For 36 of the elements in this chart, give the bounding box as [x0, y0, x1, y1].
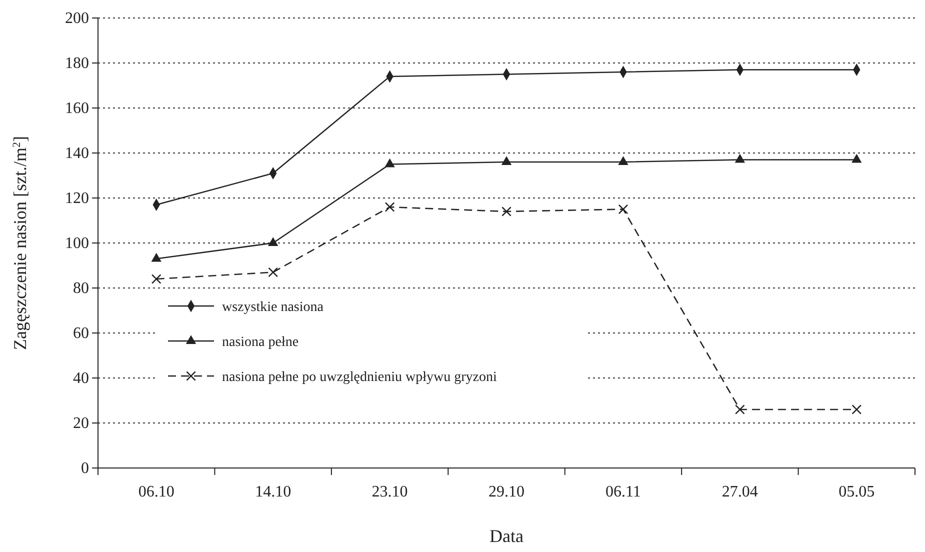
y-tick-label: 0 — [81, 460, 89, 478]
point — [852, 154, 862, 163]
x-tick-label: 05.05 — [838, 484, 875, 501]
point — [502, 206, 512, 216]
point — [618, 156, 628, 165]
x-tick-label: 06.11 — [606, 484, 641, 501]
point — [268, 237, 278, 246]
point — [384, 158, 395, 168]
point — [618, 204, 628, 214]
legend-label: nasiona pełne po uwzględnieniu wpływu gryzoni — [222, 370, 497, 385]
point — [151, 274, 162, 284]
point — [852, 404, 862, 414]
y-tick-label: 180 — [65, 55, 89, 72]
y-tick-label: 160 — [65, 100, 89, 118]
y-tick-label: 80 — [73, 280, 89, 298]
legend-label: nasiona pełne — [222, 334, 299, 350]
y-tick-label: 100 — [65, 235, 89, 252]
x-axis-title: Data — [490, 526, 524, 546]
x-tick-label: 14.10 — [255, 484, 292, 501]
y-tick-label: 120 — [65, 190, 89, 208]
x-tick-label: 23.10 — [372, 484, 408, 501]
y-tick-label: 20 — [73, 415, 89, 432]
y-tick-label: 40 — [73, 370, 89, 388]
legend-label: wszystkie nasiona — [222, 300, 324, 315]
point — [268, 267, 278, 278]
point — [734, 404, 745, 414]
y-tick-label: 200 — [65, 10, 89, 28]
x-tick-label: 06.10 — [138, 484, 174, 501]
x-tick-label: 27.04 — [722, 484, 758, 501]
y-tick-label: 140 — [65, 145, 89, 162]
point — [734, 154, 746, 163]
point — [384, 202, 395, 212]
point — [501, 156, 512, 165]
x-tick-label: 29.10 — [488, 484, 524, 501]
point — [151, 252, 162, 262]
y-tick-label: 60 — [73, 325, 89, 342]
